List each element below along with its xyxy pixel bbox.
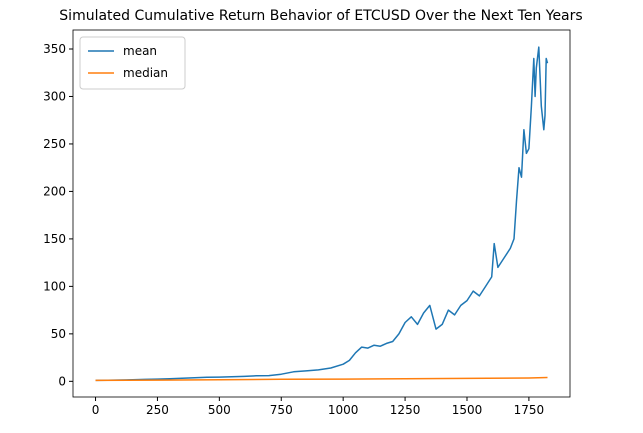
x-tick-label: 500 [208, 403, 231, 417]
x-tick-label: 1000 [328, 403, 359, 417]
legend-label: median [123, 66, 168, 80]
line-series [95, 376, 548, 382]
legend-label: mean [123, 44, 157, 58]
line-series [95, 46, 549, 382]
y-tick-label: 150 [43, 232, 66, 246]
x-tick-label: 250 [146, 403, 169, 417]
y-tick-label: 0 [58, 374, 66, 388]
x-tick-label: 1250 [390, 403, 421, 417]
legend-box [79, 36, 186, 90]
x-tick-label: 750 [270, 403, 293, 417]
y-tick-label: 50 [51, 327, 66, 341]
x-tick-label: 1750 [514, 403, 545, 417]
y-tick-label: 350 [43, 42, 66, 56]
y-tick-label: 250 [43, 137, 66, 151]
axes-frame [72, 29, 571, 398]
y-tick-label: 300 [43, 89, 66, 103]
y-tick-label: 200 [43, 184, 66, 198]
x-tick-label: 0 [92, 403, 100, 417]
y-tick-label: 100 [43, 279, 66, 293]
chart-title: Simulated Cumulative Return Behavior of … [59, 8, 582, 24]
x-tick-label: 1500 [452, 403, 483, 417]
